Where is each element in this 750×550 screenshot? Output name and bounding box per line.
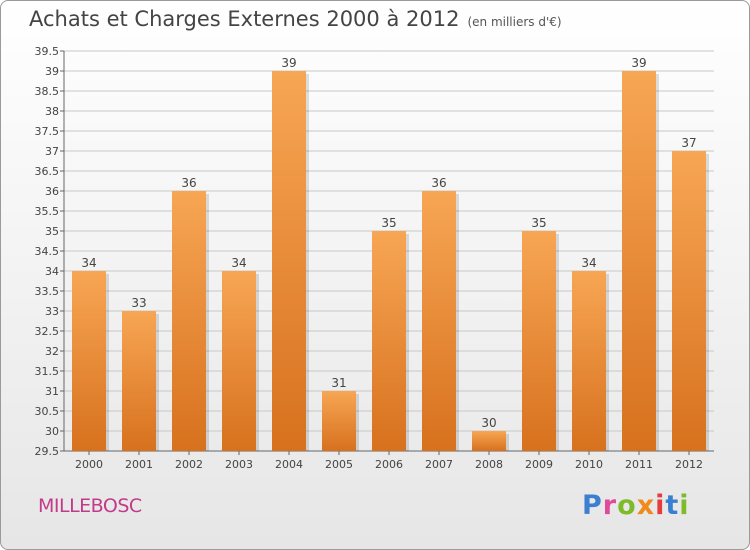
logo-letter: x: [636, 490, 656, 521]
logo-letter: i: [679, 490, 690, 521]
y-tick-label: 37.5: [35, 125, 60, 138]
bar-value-label: 36: [431, 176, 446, 190]
bar: [622, 71, 656, 451]
bar-value-label: 30: [481, 416, 496, 430]
y-tick-label: 34: [45, 265, 59, 278]
y-tick-label: 34.5: [35, 245, 60, 258]
bar: [122, 311, 156, 451]
bar: [372, 231, 406, 451]
bar-value-label: 39: [631, 56, 646, 70]
x-tick-label: 2006: [375, 458, 403, 471]
x-tick-label: 2003: [225, 458, 253, 471]
logo-letter: r: [602, 490, 618, 521]
x-tick-label: 2011: [625, 458, 653, 471]
bar-value-label: 35: [531, 216, 546, 230]
bar-value-label: 33: [131, 296, 146, 310]
bar-value-label: 31: [331, 376, 346, 390]
bar: [222, 271, 256, 451]
x-tick-label: 2004: [275, 458, 303, 471]
y-tick-label: 32: [45, 345, 59, 358]
x-tick-label: 2012: [675, 458, 703, 471]
bar-value-label: 37: [681, 136, 696, 150]
y-tick-label: 29.5: [35, 445, 60, 458]
bar: [72, 271, 106, 451]
y-tick-label: 33: [45, 305, 59, 318]
y-tick-label: 37: [45, 145, 59, 158]
y-tick-label: 39.5: [35, 45, 60, 58]
bar: [572, 271, 606, 451]
bars: [72, 71, 709, 451]
x-tick-label: 2001: [125, 458, 153, 471]
x-tick-label: 2009: [525, 458, 553, 471]
y-tick-label: 32.5: [35, 325, 60, 338]
bar-value-label: 35: [381, 216, 396, 230]
y-tick-label: 33.5: [35, 285, 60, 298]
x-tick-label: 2005: [325, 458, 353, 471]
x-tick-label: 2008: [475, 458, 503, 471]
y-tick-label: 35: [45, 225, 59, 238]
logo-letter: t: [665, 490, 680, 521]
y-tick-label: 38: [45, 105, 59, 118]
logo-letter: P: [582, 490, 603, 521]
bar-value-label: 34: [231, 256, 246, 270]
y-tick-label: 30.5: [35, 405, 60, 418]
y-tick-label: 39: [45, 65, 59, 78]
bar-value-label: 39: [281, 56, 296, 70]
y-tick-label: 36.5: [35, 165, 60, 178]
proxiti-logo[interactable]: Proxiti: [582, 490, 690, 521]
logo-letter: i: [655, 490, 666, 521]
chart-unit: (en milliers d'€): [467, 15, 562, 29]
bar: [422, 191, 456, 451]
bar: [472, 431, 506, 451]
bar: [522, 231, 556, 451]
bar: [322, 391, 356, 451]
bar: [672, 151, 706, 451]
y-tick-label: 35.5: [35, 205, 60, 218]
x-tick-label: 2002: [175, 458, 203, 471]
y-tick-label: 31.5: [35, 365, 60, 378]
y-tick-label: 31: [45, 385, 59, 398]
bar-value-label: 36: [181, 176, 196, 190]
y-tick-label: 36: [45, 185, 59, 198]
y-tick-label: 30: [45, 425, 59, 438]
y-tick-label: 38.5: [35, 85, 60, 98]
bar: [172, 191, 206, 451]
bar-value-label: 34: [81, 256, 96, 270]
x-tick-label: 2010: [575, 458, 603, 471]
bar-value-label: 34: [581, 256, 596, 270]
x-tick-label: 2000: [75, 458, 103, 471]
logo-letter: o: [617, 490, 637, 521]
labels: 29.5 30 30.5 31 31.5 32 32.5 33 33.5 34 34.5 35 35.5…: [35, 45, 704, 471]
bar: [272, 71, 306, 451]
chart-title: Achats et Charges Externes 2000 à 2012 (e…: [29, 7, 562, 31]
chart-title-text: Achats et Charges Externes 2000 à 2012: [29, 7, 460, 31]
x-tick-label: 2007: [425, 458, 453, 471]
commune-name: MILLEBOSC: [38, 495, 142, 517]
